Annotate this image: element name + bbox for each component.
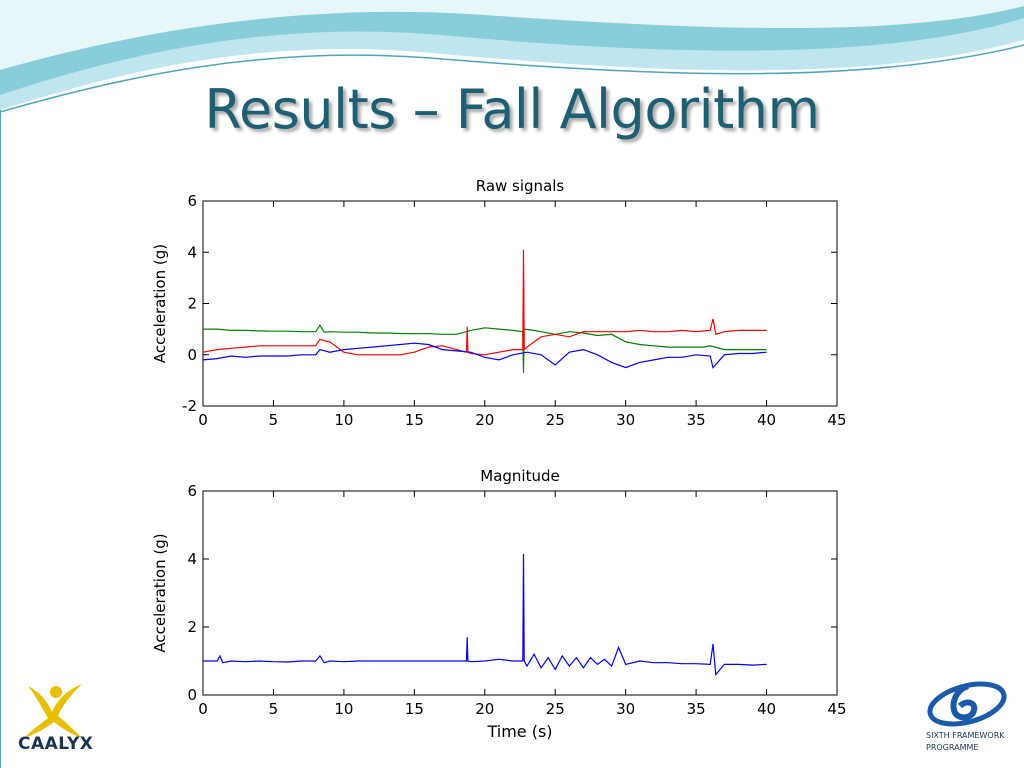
chart2-xtick-label: 10 xyxy=(334,700,353,718)
caalyx-logo-text: CAALYX xyxy=(18,734,94,754)
chart1-series-1-line xyxy=(203,324,767,373)
slide-title: Results – Fall Algorithm xyxy=(204,78,820,141)
chart1-series-3-line xyxy=(202,342,767,369)
chart2-xtick-label: 40 xyxy=(757,700,776,718)
chart1-xtick-label: 45 xyxy=(827,411,846,429)
chart2-ytick-label: 2 xyxy=(187,618,197,636)
chart1-xtick-label: 30 xyxy=(616,411,635,429)
wave-band-white xyxy=(0,0,1024,70)
chart2-ytick-label: 6 xyxy=(187,482,197,500)
chart2-xtick-label: 35 xyxy=(687,700,706,718)
figure-panel: Raw signals 0 5 10 15 20 25 30 35 40 45 -2 0 2 4 6 Accel… xyxy=(97,152,912,764)
sixth-framework-line2: PROGRAMME xyxy=(926,743,979,752)
chart1-xtick-label: 40 xyxy=(757,411,776,429)
chart2-xtick-label: 0 xyxy=(198,700,208,718)
chart1-axes-box xyxy=(202,200,838,407)
chart1-series-2-line xyxy=(202,249,767,356)
chart2-ylabel: Acceleration (g) xyxy=(151,533,169,652)
chart2-xtick-label: 25 xyxy=(546,700,565,718)
chart1-ytick-label: 6 xyxy=(187,192,197,210)
chart2-xtick-label: 5 xyxy=(269,700,279,718)
chart1-ytick-label: 2 xyxy=(187,295,197,313)
chart2-ytick-label: 4 xyxy=(187,550,197,568)
chart2-xlabel: Time (s) xyxy=(486,722,552,741)
chart1-xtick-label: 0 xyxy=(198,411,208,429)
chart2-xtick-label: 20 xyxy=(475,700,494,718)
chart1-title: Raw signals xyxy=(476,177,565,195)
chart2-ytick-label: 0 xyxy=(187,686,197,704)
chart1-ytick-label: 0 xyxy=(187,346,197,364)
sixth-framework-logo-icon xyxy=(927,681,1007,727)
chart1-xtick-label: 5 xyxy=(269,411,279,429)
chart2-xtick-label: 30 xyxy=(616,700,635,718)
chart1-ylabel: Acceleration (g) xyxy=(151,244,169,363)
chart2-title: Magnitude xyxy=(480,467,559,485)
chart1-xtick-label: 35 xyxy=(687,411,706,429)
chart1-xtick-label: 20 xyxy=(475,411,494,429)
chart2-xtick-label: 15 xyxy=(405,700,424,718)
sixth-framework-line1: SIXTH FRAMEWORK xyxy=(926,731,1005,740)
chart1-xtick-label: 15 xyxy=(405,411,424,429)
chart2-series-1-line xyxy=(203,553,767,677)
chart1-xtick-label: 10 xyxy=(334,411,353,429)
wave-line xyxy=(0,44,1024,113)
chart1-ytick-label: -2 xyxy=(182,397,197,415)
chart1-ytick-label: 4 xyxy=(187,243,197,261)
chart2-xtick-label: 45 xyxy=(827,700,846,718)
chart1-xtick-label: 25 xyxy=(546,411,565,429)
caalyx-logo-icon xyxy=(24,684,82,738)
